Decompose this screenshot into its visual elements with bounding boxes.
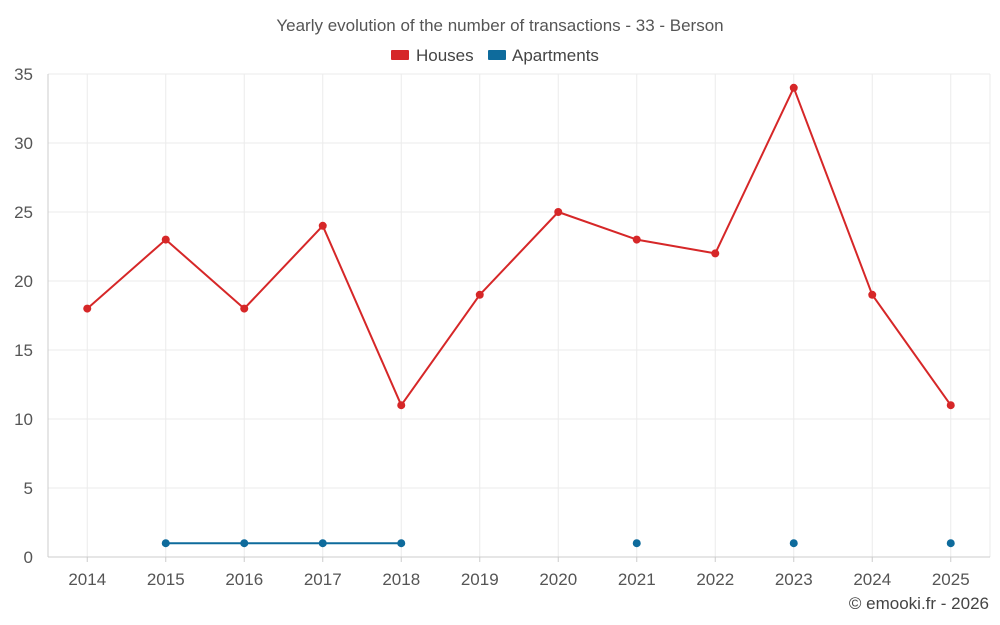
data-point-apartments[interactable] [632,539,641,548]
y-tick-label: 35 [14,65,33,84]
grid [48,73,991,557]
data-point-apartments[interactable] [789,539,798,548]
y-tick-label: 25 [14,203,33,222]
data-point-apartments[interactable] [161,539,170,548]
data-point-apartments[interactable] [946,539,955,548]
x-tick-label: 2019 [461,570,499,589]
data-point-houses[interactable] [711,249,720,258]
data-point-apartments[interactable] [240,539,249,548]
legend-swatch-houses [391,50,409,60]
y-tick-label: 30 [14,134,33,153]
y-tick-label: 5 [24,479,33,498]
legend-label-houses[interactable]: Houses [416,46,474,65]
chart-title: Yearly evolution of the number of transa… [276,16,723,35]
series-layer [83,83,955,548]
data-point-houses[interactable] [397,401,406,410]
data-point-houses[interactable] [868,290,877,299]
credit: © emooki.fr - 2026 [849,594,989,613]
data-point-apartments[interactable] [397,539,406,548]
y-tick-label: 15 [14,341,33,360]
y-tick-label: 0 [24,548,33,567]
data-point-houses[interactable] [946,401,955,410]
data-point-houses[interactable] [161,235,170,244]
legend-swatch-apartments [488,50,506,60]
data-point-houses[interactable] [554,208,563,216]
x-tick-label: 2023 [775,570,813,589]
legend: Houses Apartments [391,46,599,65]
data-point-houses[interactable] [789,83,798,92]
x-tick-label: 2020 [539,570,577,589]
y-axis: 0 5 10 15 20 25 30 35 [14,65,49,567]
legend-label-apartments[interactable]: Apartments [512,46,599,65]
data-point-houses[interactable] [632,235,641,244]
x-axis: 2014 2015 2016 2017 2018 2019 2020 2021 2022 2023… [48,556,990,589]
y-tick-label: 10 [14,410,33,429]
data-point-apartments[interactable] [318,539,327,548]
data-point-houses[interactable] [318,221,327,230]
data-point-houses[interactable] [240,304,249,313]
x-tick-label: 2025 [932,570,970,589]
x-tick-label: 2018 [382,570,420,589]
x-tick-label: 2017 [304,570,342,589]
series-line-houses [86,86,952,407]
data-point-houses[interactable] [475,290,484,299]
data-point-houses[interactable] [83,304,92,313]
x-tick-label: 2021 [618,570,656,589]
x-tick-label: 2016 [225,570,263,589]
x-tick-label: 2014 [68,570,106,589]
x-tick-label: 2015 [147,570,185,589]
x-tick-label: 2022 [696,570,734,589]
y-tick-label: 20 [14,272,33,291]
x-tick-label: 2024 [853,570,891,589]
